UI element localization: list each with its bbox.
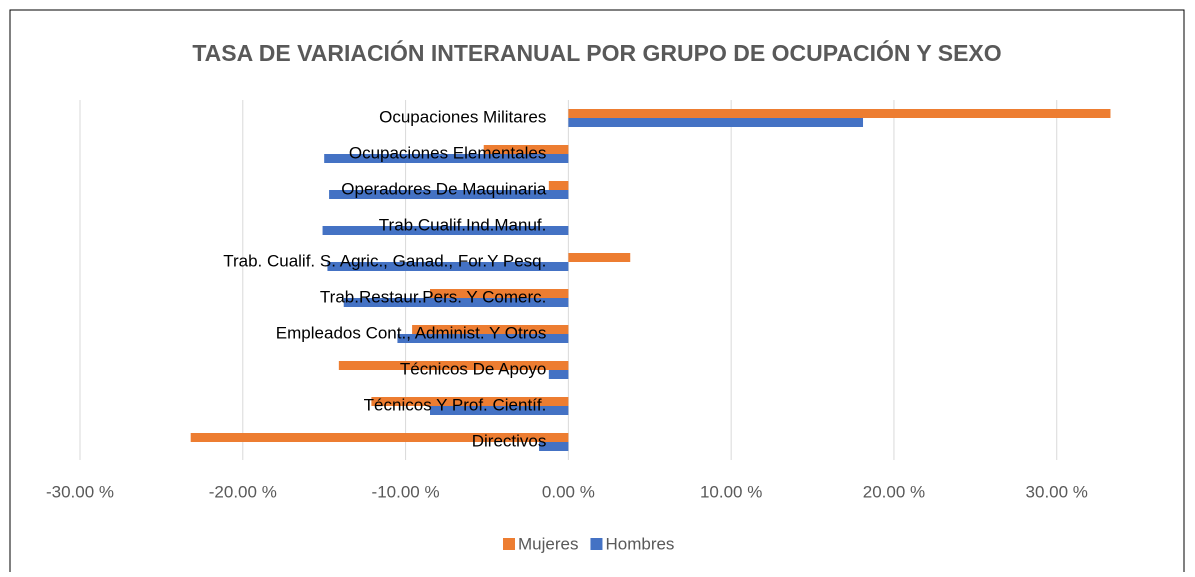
bar xyxy=(483,145,569,154)
bar xyxy=(343,298,569,307)
legend-swatch xyxy=(590,538,603,550)
bar xyxy=(568,109,1111,118)
y-tick-label: Trab.Cualif.Ind.Manuf. xyxy=(379,215,547,234)
x-tick-label: 30.00 % xyxy=(1026,482,1088,501)
chart-title: TASA DE VARIACIÓN INTERANUAL POR GRUPO D… xyxy=(192,39,1001,66)
bar xyxy=(568,253,631,262)
legend-label: Mujeres xyxy=(518,534,578,553)
bar xyxy=(322,226,569,235)
bar xyxy=(338,361,569,370)
bar xyxy=(324,154,569,163)
bar xyxy=(397,334,569,343)
bar xyxy=(412,325,569,334)
y-tick-label: Trab.Restaur.Pers. Y Comerc. xyxy=(320,287,546,306)
y-tick-label: Ocupaciones Elementales xyxy=(349,143,547,162)
y-tick-label: Empleados Cont., Administ. Y Otros xyxy=(276,323,547,342)
bar xyxy=(539,442,569,451)
y-tick-label: Ocupaciones Militares xyxy=(379,107,546,126)
bar xyxy=(329,190,569,199)
bar xyxy=(430,289,569,298)
x-tick-label: -20.00 % xyxy=(209,482,277,501)
bar xyxy=(190,433,569,442)
chart-border xyxy=(9,9,1185,577)
legend-label: Hombres xyxy=(605,534,674,553)
y-tick-label: Trab. Cualif. S. Agric., Ganad., For.Y P… xyxy=(223,251,546,270)
y-tick-label: Directivos xyxy=(472,431,547,450)
x-tick-label: 10.00 % xyxy=(700,482,762,501)
bar xyxy=(568,118,864,127)
y-tick-label: Operadores De Maquinaria xyxy=(341,179,547,198)
bar xyxy=(371,397,569,406)
x-tick-label: -10.00 % xyxy=(372,482,440,501)
legend-swatch xyxy=(503,538,515,550)
x-tick-label: 20.00 % xyxy=(863,482,925,501)
y-tick-label: Técnicos De Apoyo xyxy=(400,359,546,378)
bar xyxy=(548,370,569,379)
x-tick-label: -30.00 % xyxy=(46,482,114,501)
bar xyxy=(430,406,569,415)
y-tick-label: Técnicos Y Prof. Científ. xyxy=(364,395,547,414)
bar xyxy=(327,262,569,271)
bar xyxy=(548,181,569,190)
x-tick-label: 0.00 % xyxy=(542,482,595,501)
